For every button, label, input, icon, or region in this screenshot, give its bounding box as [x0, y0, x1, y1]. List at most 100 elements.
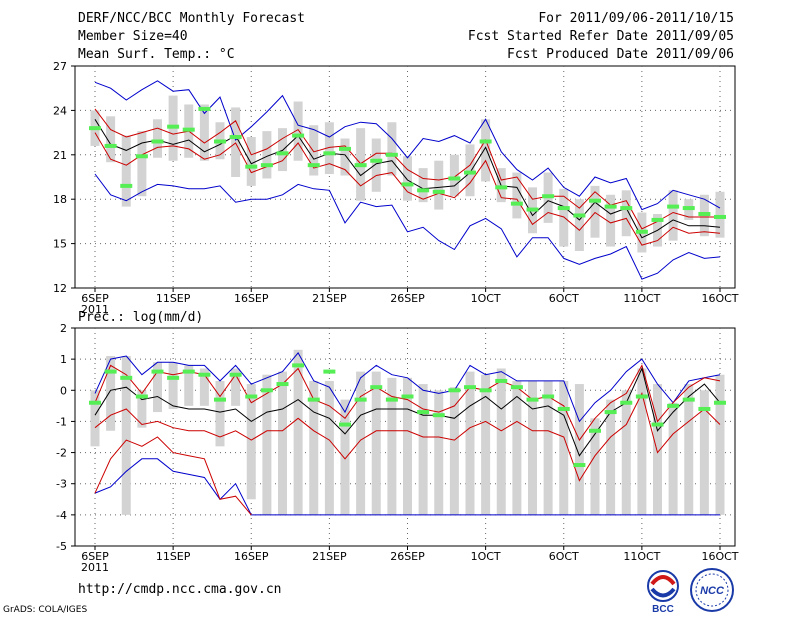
prec-box	[653, 384, 662, 515]
temp-ytick-label: 24	[53, 104, 67, 117]
prec-xtick-label: 26SEP	[390, 550, 425, 563]
prec-xtick-label: 11OCT	[623, 550, 660, 563]
prec-box	[699, 390, 709, 515]
ncc-logo: NCC	[690, 568, 734, 612]
temp-mean-marker	[135, 154, 148, 159]
temp-mean-marker	[260, 163, 273, 168]
prec-xtick-label: 16OCT	[701, 550, 738, 563]
temp-box	[465, 144, 475, 197]
forecast-started: Fcst Started Refer Date 2011/09/05	[467, 29, 734, 44]
prec-mean-marker	[510, 385, 523, 390]
prec-mean-marker	[151, 369, 164, 374]
prec-xtick-label: 16SEP	[234, 550, 269, 563]
temp-mean-marker	[714, 214, 726, 219]
prec-box	[340, 399, 350, 515]
temp-box	[418, 168, 428, 203]
temp-mean-marker	[526, 207, 539, 212]
temp-box	[106, 116, 116, 163]
temp-mean-marker	[635, 229, 648, 234]
prec-mean-marker	[385, 397, 398, 402]
temp-box	[340, 138, 350, 176]
member-size: Member Size=40	[78, 29, 188, 44]
forecast-produced: Fcst Produced Date 2011/09/06	[507, 47, 734, 62]
temp-xtick-label: 16SEP	[234, 292, 269, 305]
prec-box	[449, 387, 459, 515]
prec-box	[184, 365, 194, 406]
prec-mean-marker	[526, 397, 539, 402]
prec-xtick-label: 6OCT	[549, 550, 579, 563]
prec-box	[215, 380, 225, 447]
temp-xtick-label: 16OCT	[701, 292, 738, 305]
prec-mean-marker	[573, 463, 586, 468]
prec-box	[418, 384, 428, 515]
prec-ytick-label: 2	[60, 322, 67, 335]
prec-mean-marker	[401, 394, 414, 399]
temp-ytick-label: 15	[53, 238, 67, 251]
temp-mean-marker	[620, 206, 633, 211]
prec-mean-marker	[714, 400, 726, 405]
temp-xtick-label: 26SEP	[390, 292, 425, 305]
temp-box	[715, 191, 725, 238]
prec-ytick-label: -2	[56, 447, 67, 460]
prec-mean-marker	[635, 394, 648, 399]
temp-mean-marker	[604, 204, 617, 209]
prec-mean-marker	[307, 397, 320, 402]
prec-box	[356, 371, 366, 515]
temp-box	[574, 199, 584, 251]
prec-ytick-label: 0	[60, 384, 67, 397]
temp-mean-marker	[354, 163, 367, 168]
prec-frame	[74, 327, 736, 547]
prec-median-line	[94, 366, 721, 457]
source-url: http://cmdp.ncc.cma.gov.cn	[78, 582, 282, 597]
prec-box	[309, 380, 319, 515]
forecast-period: For 2011/09/06-2011/10/15	[538, 11, 734, 26]
grads-credit: GrADS: COLA/IGES	[3, 605, 88, 615]
prec-box	[559, 380, 569, 515]
prec-box	[621, 390, 631, 515]
ncc-logo-text: NCC	[700, 585, 725, 597]
prec-mean-marker	[260, 388, 273, 393]
bcc-logo-text: BCC	[652, 604, 674, 615]
temp-mean-marker	[276, 151, 289, 156]
prec-spread-high-line	[94, 352, 721, 423]
temp-mean-marker	[542, 194, 555, 199]
temp-xtick-label: 6OCT	[549, 292, 579, 305]
prec-box	[434, 390, 444, 515]
temp-mean-marker	[464, 170, 476, 175]
temp-mean-marker	[432, 189, 445, 194]
prec-mean-marker	[167, 375, 180, 380]
prec-box	[715, 374, 725, 515]
prec-box	[637, 368, 647, 515]
temp-mean-marker	[182, 127, 195, 132]
temp-mean-marker	[307, 163, 320, 168]
logos: BCC NCC	[647, 568, 734, 615]
prec-ytick-label: 1	[60, 353, 67, 366]
prec-box	[512, 380, 522, 515]
temp-mean-marker	[214, 139, 226, 144]
temp-xtick-label: 6SEP	[81, 292, 109, 305]
prec-xtick-label: 21SEP	[312, 550, 347, 563]
temp-box	[309, 125, 319, 176]
prec-mean-marker	[432, 413, 445, 418]
temp-mean-marker	[104, 143, 117, 148]
temp-mean-marker	[557, 206, 570, 211]
temp-mean-marker	[167, 124, 180, 129]
temp-xtick-label: 21SEP	[312, 292, 347, 305]
prec-mean-marker	[292, 363, 305, 368]
prec-box	[668, 402, 678, 515]
prec-box	[278, 371, 287, 515]
temp-mean-marker	[682, 206, 695, 211]
temp-box	[231, 107, 241, 177]
prec-mean-marker	[479, 388, 492, 393]
temp-box	[590, 185, 600, 238]
prec-mean-marker	[198, 372, 211, 377]
temp-xtick-label: 11OCT	[623, 292, 660, 305]
prec-box	[465, 371, 475, 515]
temp-box	[153, 119, 162, 158]
prec-mean-marker	[651, 422, 664, 427]
temp-box	[481, 119, 491, 182]
prec-mean-marker	[229, 372, 242, 377]
prec-ytick-label: -3	[56, 478, 67, 491]
prec-band-low-line	[94, 391, 721, 482]
temp-mean-marker	[339, 146, 351, 151]
